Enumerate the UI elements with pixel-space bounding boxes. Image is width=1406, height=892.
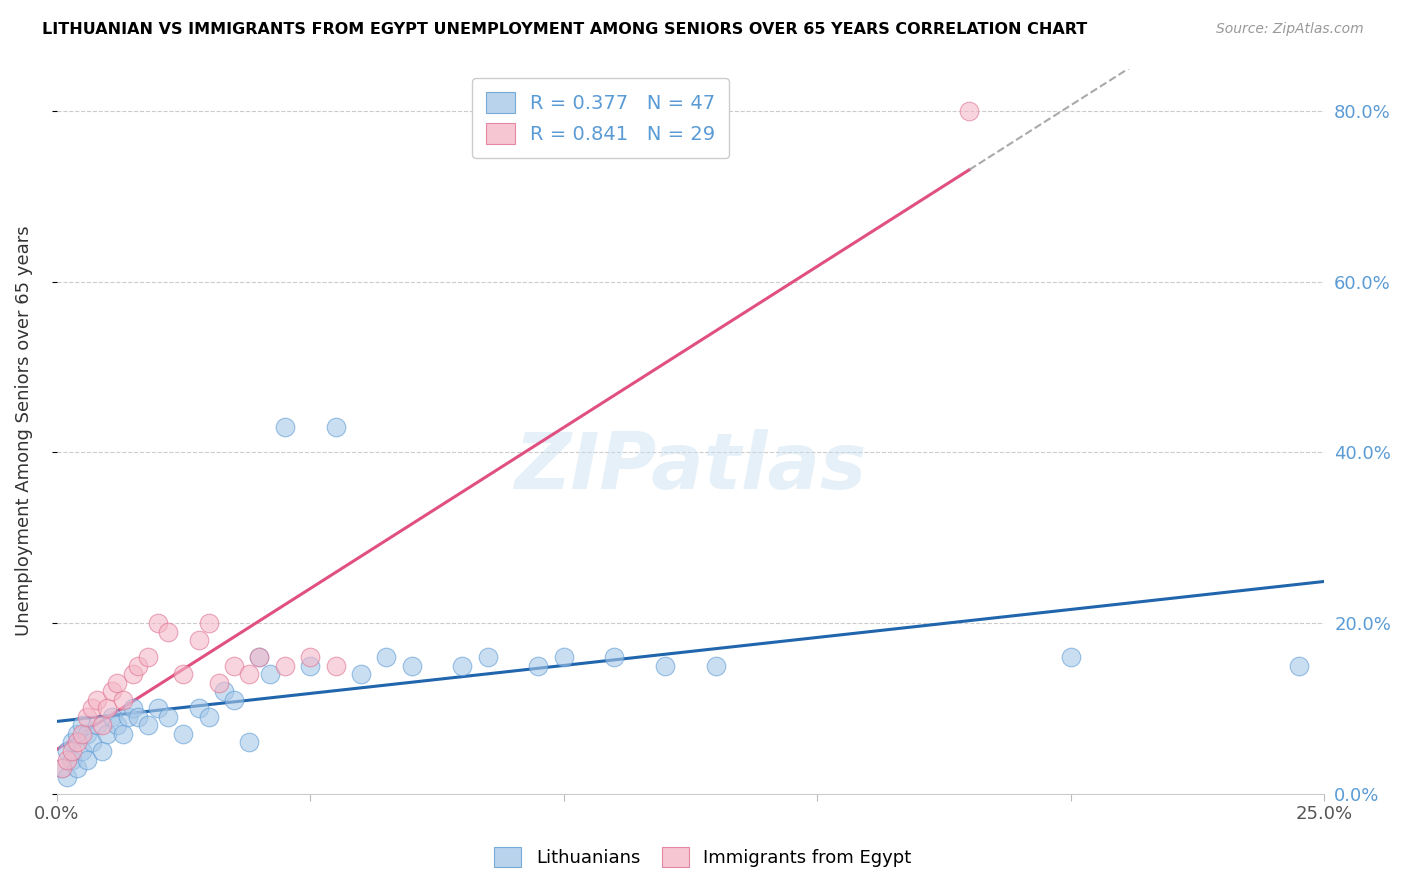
Point (121, 667, 143, 681)
Point (259, 667, 281, 681)
Point (136, 650, 159, 665)
Point (325, 420, 347, 434)
Point (274, 658, 297, 673)
Point (70, 727, 93, 741)
Point (299, 658, 322, 673)
Point (82, 735, 104, 749)
Point (127, 658, 149, 673)
Point (527, 658, 550, 673)
Point (51, 761, 73, 775)
Point (127, 710, 149, 724)
Point (76, 710, 98, 724)
Point (117, 710, 139, 724)
Point (603, 650, 626, 665)
Point (86, 693, 108, 707)
Point (197, 710, 219, 724)
Point (197, 615, 219, 630)
Point (172, 727, 194, 741)
Point (274, 420, 297, 434)
Point (224, 693, 246, 707)
Point (76, 753, 98, 767)
Point (157, 624, 180, 639)
Point (55, 770, 77, 784)
Point (96, 727, 118, 741)
Point (121, 701, 143, 715)
Point (146, 615, 169, 630)
Point (957, 104, 980, 119)
Point (76, 727, 98, 741)
Point (325, 658, 347, 673)
Legend: Lithuanians, Immigrants from Egypt: Lithuanians, Immigrants from Egypt (486, 839, 920, 874)
Point (86, 718, 108, 732)
Point (60, 735, 83, 749)
Point (375, 650, 398, 665)
Point (66, 761, 89, 775)
Point (208, 675, 231, 690)
Legend: R = 0.377   N = 47, R = 0.841   N = 29: R = 0.377 N = 47, R = 0.841 N = 29 (472, 78, 730, 158)
Point (66, 727, 89, 741)
Point (238, 735, 260, 749)
Point (157, 710, 180, 724)
Text: Source: ZipAtlas.com: Source: ZipAtlas.com (1216, 22, 1364, 37)
Point (451, 658, 474, 673)
Point (187, 701, 209, 715)
Point (70, 744, 93, 758)
Point (1060, 650, 1083, 665)
Point (51, 761, 73, 775)
Point (91, 744, 114, 758)
Y-axis label: Unemployment Among Seniors over 65 years: Unemployment Among Seniors over 65 years (15, 226, 32, 636)
Point (70, 718, 93, 732)
Point (212, 684, 235, 698)
Point (96, 701, 118, 715)
Point (111, 693, 134, 707)
Point (82, 701, 104, 715)
Point (136, 718, 159, 732)
Point (107, 675, 129, 690)
Point (107, 718, 129, 732)
Point (66, 735, 89, 749)
Point (1288, 658, 1310, 673)
Text: LITHUANIAN VS IMMIGRANTS FROM EGYPT UNEMPLOYMENT AMONG SENIORS OVER 65 YEARS COR: LITHUANIAN VS IMMIGRANTS FROM EGYPT UNEM… (42, 22, 1087, 37)
Point (146, 701, 169, 715)
Point (249, 650, 271, 665)
Point (299, 650, 322, 665)
Text: ZIPatlas: ZIPatlas (515, 429, 866, 506)
Point (55, 753, 77, 767)
Point (350, 667, 373, 681)
Point (91, 718, 114, 732)
Point (55, 744, 77, 758)
Point (224, 658, 246, 673)
Point (111, 727, 134, 741)
Point (249, 650, 271, 665)
Point (704, 658, 727, 673)
Point (238, 667, 260, 681)
Point (172, 667, 194, 681)
Point (654, 658, 676, 673)
Point (187, 633, 209, 648)
Point (60, 753, 83, 767)
Point (553, 650, 575, 665)
Point (101, 684, 124, 698)
Point (477, 650, 499, 665)
Point (401, 658, 423, 673)
Point (101, 710, 124, 724)
Point (60, 744, 83, 758)
